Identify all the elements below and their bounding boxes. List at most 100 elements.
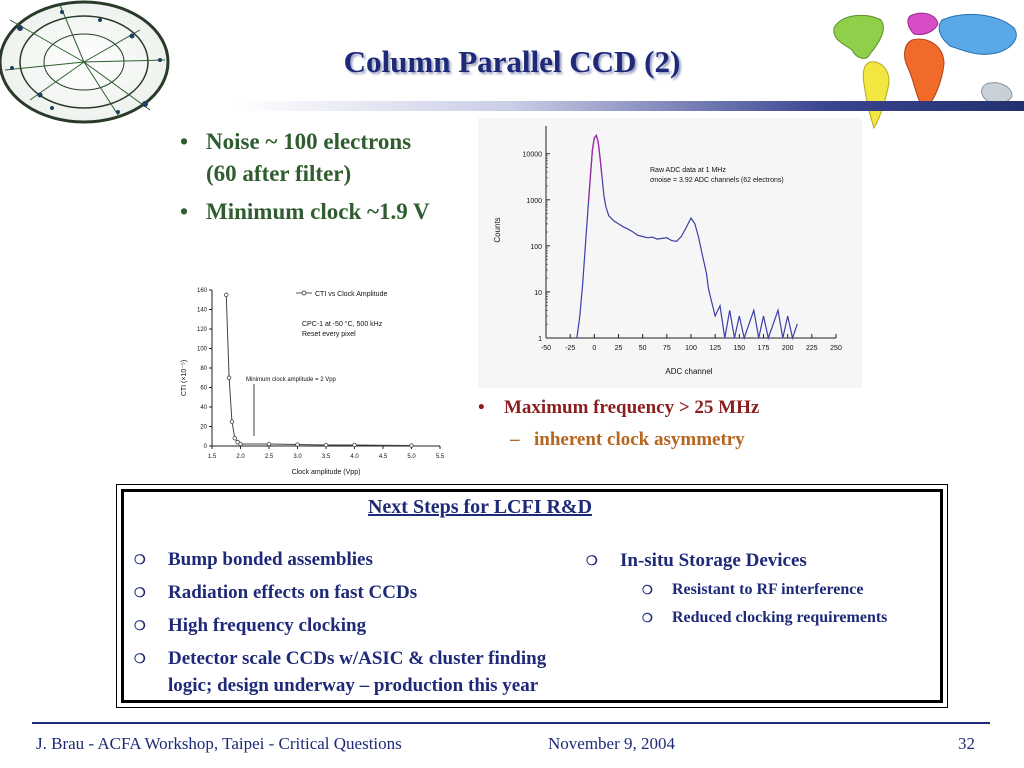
cti-data-point [224, 292, 229, 298]
adc-x-tick-label: 0 [592, 345, 596, 352]
top-bullet-list: • Noise ~ 100 electrons (60 after filter… [180, 126, 430, 228]
cti-data-point [229, 419, 235, 424]
cti-data-point [232, 435, 237, 441]
cti-data-point [323, 442, 329, 448]
world-map-logo [833, 12, 1017, 130]
adc-histogram-chart: -50 -25 0 25 50 75 100 125 150 175 200 225 250 1 10 100… [478, 118, 862, 388]
cti-x-tick-label: 4.0 [350, 454, 359, 460]
cti-legend-label: CTI vs Clock Amplitude [315, 291, 387, 298]
cti-x-axis-label: Clock amplitude (Vpp) [292, 469, 361, 476]
adc-x-axis-label: ADC channel [665, 367, 712, 376]
cti-y-tick-label: 80 [200, 366, 207, 372]
adc-x-tick-label: 75 [663, 345, 671, 352]
next-step-subitem: ❍ Resistant to RF interference [642, 579, 864, 601]
footer-divider [32, 722, 990, 724]
adc-x-tick-label: 200 [782, 345, 794, 352]
adc-x-tick-label: 125 [709, 345, 721, 352]
cti-chart: 1.5 2.0 2.5 3.0 3.5 4.0 4.5 5.0 5.5 0 20 40 60 80 100 1… [181, 288, 445, 476]
bullet-max-frequency: • Maximum frequency > 25 MHz [478, 392, 759, 424]
cti-x-tick-label: 4.5 [379, 454, 388, 460]
next-step-item: ❍ Radiation effects on fast CCDs [134, 580, 418, 606]
adc-annotation-noise: σnoise = 3.92 ADC channels (62 electrons… [650, 177, 784, 184]
cti-y-tick-label: 120 [197, 327, 208, 333]
bullet-dot-icon: • [180, 199, 189, 224]
cti-x-tick-label: 2.0 [236, 454, 245, 460]
adc-x-tick-label: 50 [639, 345, 647, 352]
hollow-bullet-icon: ❍ [642, 611, 653, 625]
slide-title: Column Parallel CCD (2) [343, 44, 681, 79]
cti-y-tick-label: 140 [197, 308, 208, 314]
cti-y-tick-label: 40 [200, 405, 207, 411]
bullet-clock-asymmetry-text: inherent clock asymmetry [534, 429, 745, 450]
next-step-item: ❍ Detector scale CCDs w/ASIC & cluster f… [134, 646, 547, 672]
cti-data-point [352, 442, 357, 448]
next-step-text: High frequency clocking [168, 615, 367, 636]
hollow-bullet-icon: ❍ [134, 552, 146, 567]
next-step-item-continuation: logic; design underway – production this… [168, 673, 538, 699]
next-step-text: Detector scale CCDs w/ASIC & cluster fin… [168, 648, 547, 669]
adc-x-tick-label: 225 [806, 345, 818, 352]
cti-annotation-conditions: CPC-1 at -50 °C, 500 kHz [302, 320, 383, 328]
next-step-subitem: ❍ Reduced clocking requirements [642, 607, 888, 629]
event-display-logo [0, 0, 170, 124]
next-step-text: logic; design underway – production this… [168, 675, 539, 696]
hollow-bullet-icon: ❍ [642, 583, 653, 597]
cti-annotation-min-clock: Minimum clock amplitude = 2 Vpp [246, 377, 337, 383]
next-step-item-storage: ❍ In-situ Storage Devices [586, 548, 807, 574]
footer-author: J. Brau - ACFA Workshop, Taipei - Critic… [36, 734, 402, 753]
adc-y-tick-label: 1000 [526, 198, 542, 205]
bullet-max-frequency-text: Maximum frequency > 25 MHz [504, 397, 760, 418]
next-step-subtext: Reduced clocking requirements [672, 609, 888, 626]
adc-y-tick-label: 1 [538, 336, 542, 343]
cti-data-point [238, 441, 243, 447]
bullet-min-clock-text: Minimum clock ~1.9 V [206, 199, 430, 224]
cti-x-tick-label: 5.0 [407, 454, 416, 460]
adc-x-tick-label: 150 [733, 345, 745, 352]
footer-date: November 9, 2004 [548, 734, 676, 753]
next-steps-box-outer [116, 484, 948, 708]
adc-x-tick-label: 250 [830, 345, 842, 352]
bullet-noise-continuation: (60 after filter) [206, 161, 352, 186]
next-step-text: Bump bonded assemblies [168, 549, 373, 570]
hollow-bullet-icon: ❍ [586, 553, 598, 568]
cti-x-tick-label: 5.5 [436, 454, 445, 460]
next-steps-box [121, 489, 943, 703]
adc-y-tick-label: 100 [530, 244, 542, 251]
adc-x-tick-label: -50 [541, 345, 551, 352]
next-step-item: ❍ Bump bonded assemblies [134, 547, 373, 573]
bullet-dot-icon: • [478, 397, 485, 418]
bullet-noise: • Noise ~ 100 electrons (60 after filter… [180, 126, 430, 190]
title-divider [236, 101, 1024, 111]
hollow-bullet-icon: ❍ [134, 651, 146, 666]
next-step-text: Radiation effects on fast CCDs [168, 582, 418, 603]
cti-annotation-reset: Reset every pixel [302, 331, 356, 338]
hollow-bullet-icon: ❍ [134, 585, 146, 600]
cti-x-tick-label: 2.5 [265, 454, 274, 460]
bullet-dot-icon: • [180, 129, 189, 154]
adc-annotation-title: Raw ADC data at 1 MHz [650, 167, 726, 174]
cti-x-tick-label: 1.5 [208, 454, 217, 460]
dash-icon: – [510, 429, 520, 450]
cti-y-tick-label: 20 [200, 425, 207, 431]
adc-x-tick-label: 175 [758, 345, 770, 352]
adc-x-tick-label: 25 [615, 345, 623, 352]
cti-y-tick-label: 60 [200, 386, 207, 392]
adc-x-tick-label: 100 [685, 345, 697, 352]
adc-x-tick-label: -25 [565, 345, 575, 352]
footer-page-number: 32 [958, 734, 975, 753]
cti-data-point [409, 443, 414, 448]
cti-x-tick-label: 3.5 [322, 454, 331, 460]
cti-legend-marker [301, 290, 307, 296]
cti-y-tick-label: 0 [204, 444, 208, 450]
cti-y-axis-label: CTI (×10⁻⁵) [181, 360, 188, 396]
adc-y-axis-label: Counts [493, 217, 502, 242]
next-step-subtext: Resistant to RF interference [672, 581, 864, 598]
adc-y-tick-label: 10000 [523, 152, 543, 159]
bullet-clock-asymmetry: – inherent clock asymmetry [478, 424, 759, 456]
mid-bullet-list: • Maximum frequency > 25 MHz – inherent … [478, 392, 759, 456]
adc-peak-fit-line [587, 133, 603, 202]
cti-x-tick-label: 3.0 [293, 454, 302, 460]
adc-chart-background [478, 118, 862, 388]
bullet-min-clock: • Minimum clock ~1.9 V [180, 196, 430, 228]
hollow-bullet-icon: ❍ [134, 618, 146, 633]
